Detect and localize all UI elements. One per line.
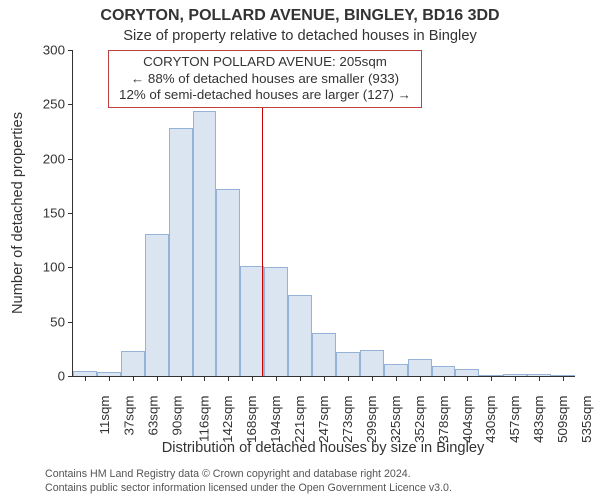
x-tick-label: 221sqm xyxy=(292,396,307,443)
y-tick-label: 100 xyxy=(43,260,73,275)
x-tick-label: 509sqm xyxy=(555,396,570,443)
histogram-bar xyxy=(384,364,408,376)
histogram-bar xyxy=(432,366,456,376)
x-tick xyxy=(204,376,205,381)
histogram-bar xyxy=(288,295,312,377)
x-tick xyxy=(491,376,492,381)
x-tick xyxy=(372,376,373,381)
x-tick-label: 90sqm xyxy=(169,396,184,436)
x-tick xyxy=(109,376,110,381)
histogram-bar xyxy=(121,351,145,376)
x-tick xyxy=(157,376,158,381)
x-tick-label: 430sqm xyxy=(484,396,499,443)
annotation-line2: ← 88% of detached houses are smaller (93… xyxy=(117,71,413,88)
histogram-bar xyxy=(336,352,360,376)
histogram-bar xyxy=(169,128,193,376)
y-tick-label: 250 xyxy=(43,97,73,112)
annotation-callout: CORYTON POLLARD AVENUE: 205sqm ← 88% of … xyxy=(108,50,422,108)
x-tick xyxy=(420,376,421,381)
x-tick-label: 273sqm xyxy=(340,396,355,443)
y-tick-label: 300 xyxy=(43,43,73,58)
x-tick xyxy=(467,376,468,381)
histogram-bar xyxy=(479,375,503,376)
x-tick xyxy=(444,376,445,381)
x-tick-label: 325sqm xyxy=(388,396,403,443)
histogram-bar xyxy=(503,374,527,376)
histogram-bar xyxy=(408,359,432,376)
x-tick xyxy=(300,376,301,381)
histogram-bar xyxy=(145,234,169,376)
x-axis-title: Distribution of detached houses by size … xyxy=(162,440,485,456)
x-tick-label: 116sqm xyxy=(196,396,211,442)
x-tick-label: 194sqm xyxy=(268,396,283,443)
x-tick xyxy=(252,376,253,381)
x-tick xyxy=(324,376,325,381)
attribution-footer: Contains HM Land Registry data © Crown c… xyxy=(45,468,452,496)
annotation-line3: 12% of semi-detached houses are larger (… xyxy=(117,87,413,104)
histogram-bar xyxy=(216,189,240,376)
histogram-bar xyxy=(73,371,97,376)
histogram-bar xyxy=(551,375,575,376)
x-tick xyxy=(85,376,86,381)
x-tick-label: 378sqm xyxy=(436,396,451,443)
x-tick xyxy=(515,376,516,381)
histogram-bar xyxy=(312,333,336,376)
histogram-bar xyxy=(240,266,264,376)
x-tick xyxy=(228,376,229,381)
annotation-line1: CORYTON POLLARD AVENUE: 205sqm xyxy=(117,54,413,71)
x-tick-label: 168sqm xyxy=(245,396,260,443)
histogram-bar xyxy=(360,350,384,376)
y-tick-label: 50 xyxy=(50,314,73,329)
histogram-bar xyxy=(193,111,217,376)
x-tick xyxy=(563,376,564,381)
x-tick-label: 247sqm xyxy=(316,396,331,443)
x-tick xyxy=(396,376,397,381)
histogram-bar xyxy=(264,267,288,376)
histogram-bar xyxy=(455,369,479,376)
x-tick xyxy=(181,376,182,381)
x-tick xyxy=(539,376,540,381)
x-tick-label: 352sqm xyxy=(412,396,427,443)
y-axis-title: Number of detached properties xyxy=(10,112,26,314)
x-tick-label: 37sqm xyxy=(121,396,136,436)
x-tick-label: 299sqm xyxy=(364,396,379,443)
x-tick xyxy=(133,376,134,381)
x-tick-label: 63sqm xyxy=(145,396,160,436)
x-tick xyxy=(348,376,349,381)
x-tick-label: 535sqm xyxy=(579,396,594,443)
x-tick-label: 11sqm xyxy=(97,396,112,435)
footer-line1: Contains HM Land Registry data © Crown c… xyxy=(45,468,452,482)
histogram-bar xyxy=(97,372,121,376)
x-tick-label: 457sqm xyxy=(508,396,523,443)
y-tick-label: 0 xyxy=(58,369,73,384)
y-tick-label: 200 xyxy=(43,151,73,166)
x-tick-label: 404sqm xyxy=(460,396,475,443)
footer-line2: Contains public sector information licen… xyxy=(45,482,452,496)
histogram-bar xyxy=(527,374,551,376)
x-tick-label: 483sqm xyxy=(531,396,546,443)
x-tick xyxy=(276,376,277,381)
y-tick-label: 150 xyxy=(43,206,73,221)
x-tick-label: 142sqm xyxy=(221,396,236,443)
